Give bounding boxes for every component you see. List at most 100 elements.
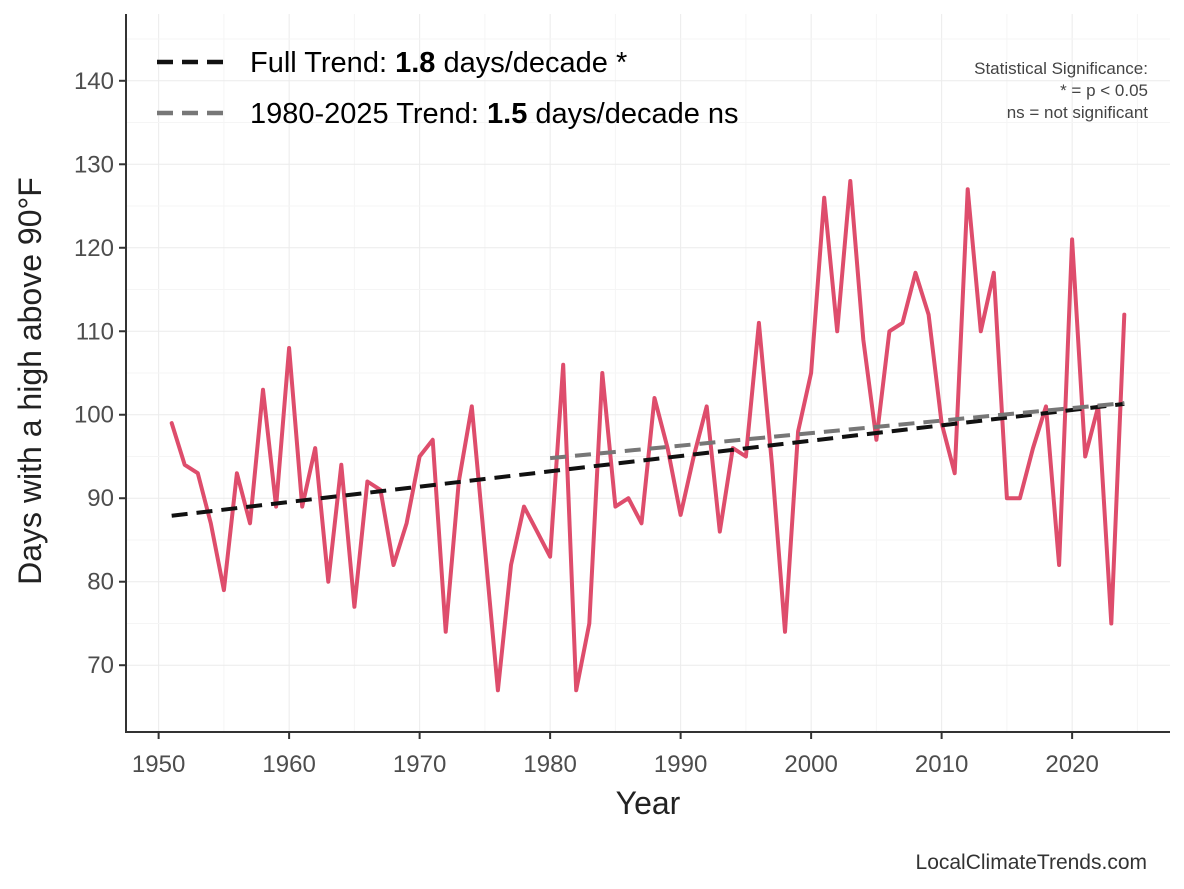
data-point xyxy=(758,322,760,324)
data-point xyxy=(1045,405,1047,407)
axes xyxy=(125,14,1170,733)
data-point xyxy=(184,464,186,466)
data-point xyxy=(523,506,525,508)
data-point xyxy=(1019,497,1021,499)
data-point xyxy=(915,272,916,274)
y-ticks: 70 80 90 100 110 120 130 140 xyxy=(74,68,126,679)
data-point xyxy=(667,447,669,449)
data-point xyxy=(1032,447,1034,449)
x-tick-label: 1960 xyxy=(262,751,315,778)
data-point xyxy=(575,689,577,691)
data-point xyxy=(562,364,564,366)
data-point xyxy=(471,405,473,407)
y-tick-label: 80 xyxy=(87,569,114,596)
data-point xyxy=(497,689,499,691)
data-point xyxy=(366,481,368,482)
data-point xyxy=(340,464,342,466)
data-point xyxy=(680,514,682,516)
x-tick-label: 2020 xyxy=(1045,751,1098,778)
data-point xyxy=(641,522,642,524)
grid xyxy=(126,14,1170,732)
data-point xyxy=(393,564,394,566)
full-trend-line xyxy=(171,401,1125,518)
data-point xyxy=(706,405,708,407)
y-tick-label: 140 xyxy=(74,68,114,95)
data-point xyxy=(510,564,512,566)
data-point xyxy=(888,330,890,332)
data-point xyxy=(771,464,773,466)
data-point xyxy=(993,272,995,274)
data-point xyxy=(784,631,786,633)
data-point xyxy=(353,606,355,608)
recent-trend-line xyxy=(549,401,1125,461)
data-point xyxy=(249,522,251,524)
significance-note-title: Statistical Significance: xyxy=(974,59,1148,78)
data-series xyxy=(169,179,1127,693)
x-tick-label: 2000 xyxy=(784,751,837,778)
series-line-days-above-90 xyxy=(169,179,1127,693)
data-point xyxy=(980,330,982,332)
data-point xyxy=(967,188,969,190)
legend-recent-trend-suffix: days/decade ns xyxy=(527,98,738,130)
data-point xyxy=(445,631,447,633)
data-point xyxy=(614,506,616,508)
data-point xyxy=(836,330,838,332)
x-tick-label: 1990 xyxy=(654,751,707,778)
legend-full-trend-prefix: Full Trend: xyxy=(250,47,395,79)
data-point xyxy=(432,439,434,441)
x-tick-label: 1970 xyxy=(393,751,446,778)
data-point xyxy=(236,472,238,474)
y-tick-label: 110 xyxy=(76,318,114,345)
data-point xyxy=(262,389,264,391)
x-tick-label: 2010 xyxy=(915,751,968,778)
data-point xyxy=(719,531,721,533)
y-tick-label: 130 xyxy=(74,151,114,178)
legend-full-trend-suffix: days/decade * xyxy=(435,47,627,79)
data-point xyxy=(588,623,590,624)
credit-text: LocalClimateTrends.com xyxy=(916,851,1147,874)
data-point xyxy=(171,422,173,424)
x-axis-title: Year xyxy=(616,785,681,821)
y-axis-title: Days with a high above 90°F xyxy=(12,177,48,585)
legend-full-trend-label: Full Trend: 1.8 days/decade * xyxy=(250,47,627,79)
data-point xyxy=(954,472,956,474)
significance-note-star: * = p < 0.05 xyxy=(1060,81,1148,100)
data-point xyxy=(419,456,421,457)
legend-recent-trend-value: 1.5 xyxy=(487,98,527,130)
data-point xyxy=(549,556,551,558)
data-point xyxy=(810,372,812,374)
data-point xyxy=(654,397,655,399)
data-point xyxy=(797,430,799,432)
legend: Full Trend: 1.8 days/decade * 1980-2025 … xyxy=(157,47,739,130)
significance-note-ns: ns = not significant xyxy=(1007,103,1149,122)
data-point xyxy=(862,339,864,341)
significance-note: Statistical Significance: * = p < 0.05 n… xyxy=(974,59,1148,122)
data-point xyxy=(275,506,277,508)
data-point xyxy=(849,180,851,182)
data-point xyxy=(223,589,225,591)
data-point xyxy=(1071,238,1073,240)
y-tick-label: 120 xyxy=(74,235,114,262)
data-point xyxy=(902,322,903,324)
data-point xyxy=(875,439,877,441)
legend-recent-trend-label: 1980-2025 Trend: 1.5 days/decade ns xyxy=(250,98,739,130)
trend-lines xyxy=(171,401,1125,518)
data-point xyxy=(197,472,199,474)
data-point xyxy=(928,314,930,316)
data-point xyxy=(406,522,408,524)
data-point xyxy=(601,372,603,374)
x-ticks: 1950 1960 1970 1980 1990 2000 2010 2020 xyxy=(132,732,1099,778)
data-point xyxy=(301,506,303,508)
y-tick-label: 100 xyxy=(74,402,114,429)
data-point xyxy=(536,531,538,533)
data-point xyxy=(484,547,486,549)
data-point xyxy=(288,347,290,349)
data-point xyxy=(745,456,747,457)
y-tick-label: 70 xyxy=(87,652,114,679)
data-point xyxy=(1123,314,1125,316)
y-tick-label: 90 xyxy=(87,485,114,512)
x-tick-label: 1980 xyxy=(523,751,576,778)
x-tick-label: 1950 xyxy=(132,751,185,778)
data-point xyxy=(1058,564,1060,566)
